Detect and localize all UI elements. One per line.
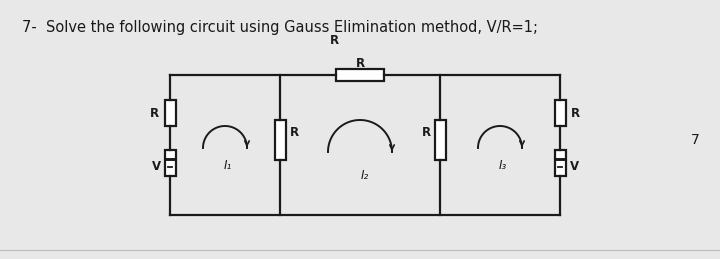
Bar [554,150,565,176]
Bar [164,100,176,126]
Text: 7-  Solve the following circuit using Gauss Elimination method, V/R=1;: 7- Solve the following circuit using Gau… [22,19,538,34]
Bar [434,120,446,160]
Text: R: R [150,106,158,119]
Bar [164,150,176,176]
Text: I₃: I₃ [499,159,507,171]
Text: R: R [330,33,338,47]
Bar [274,120,286,160]
Text: R: R [289,126,299,139]
Text: I₂: I₂ [361,169,369,182]
Bar [336,69,384,81]
Bar [554,100,565,126]
Text: V: V [151,160,161,172]
Text: R: R [421,126,431,139]
Text: R: R [356,56,364,69]
Text: 7: 7 [690,133,699,147]
Text: I₁: I₁ [224,159,232,171]
Text: V: V [570,160,579,172]
Text: R: R [570,106,580,119]
